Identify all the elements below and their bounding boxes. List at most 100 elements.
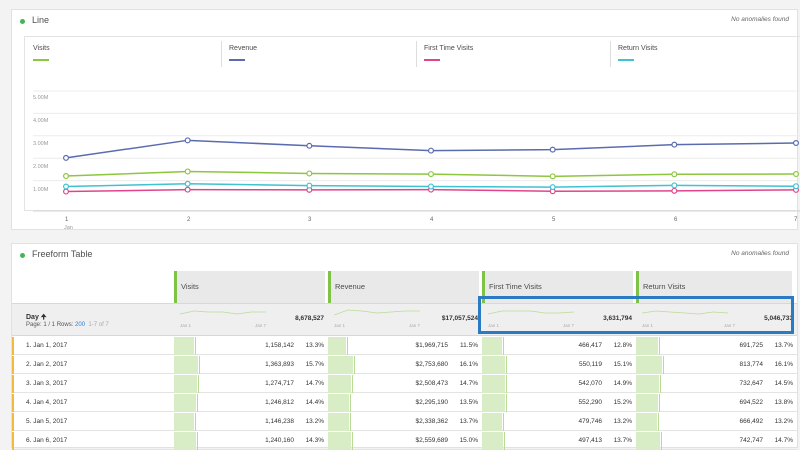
summary-cell-return-visits: Jan 1 Jan 7 5,046,733 xyxy=(636,304,797,335)
row-marker xyxy=(12,413,14,431)
data-point[interactable] xyxy=(549,146,556,153)
cell-percent: 13.7% xyxy=(459,418,478,425)
legend-visits[interactable]: Visits xyxy=(33,45,50,52)
data-point[interactable] xyxy=(549,173,556,180)
cell-percent: 15.7% xyxy=(305,361,324,368)
cell-percent-bar xyxy=(636,394,658,412)
data-point[interactable] xyxy=(671,141,678,148)
cell-percent-bar xyxy=(174,432,196,450)
sparkline-start: Jan 1 xyxy=(180,323,192,328)
table-panel-title[interactable]: Freeform Table xyxy=(32,249,93,259)
column-header-visits[interactable]: Visits xyxy=(174,271,325,303)
table-row[interactable]: 6. Jan 6, 2017 1,240,160 14.3% $2,559,689 15… xyxy=(12,432,797,450)
data-point[interactable] xyxy=(428,171,435,178)
x-tick: 4 xyxy=(430,217,434,223)
table-cell: 1,240,160 14.3% xyxy=(174,432,328,450)
table-cell: 694,522 13.8% xyxy=(636,394,797,412)
data-point[interactable] xyxy=(306,182,313,189)
line-chart: Visits Revenue First Time Visits Return … xyxy=(24,36,800,231)
cell-bar-edge xyxy=(350,394,351,412)
legend-first-time-visits[interactable]: First Time Visits xyxy=(424,45,474,52)
table-cell: 1,246,812 14.4% xyxy=(174,394,328,412)
table-row[interactable]: 5. Jan 5, 2017 1,146,238 13.2% $2,338,362 13… xyxy=(12,413,797,431)
cell-percent: 12.8% xyxy=(613,342,632,349)
cell-bar-edge xyxy=(347,337,348,355)
cell-value: $2,338,362 xyxy=(415,418,448,425)
data-point[interactable] xyxy=(428,147,435,154)
sort-arrow-icon[interactable]: 🠉 xyxy=(40,314,47,321)
rows-per-page-select[interactable]: 200 xyxy=(75,322,86,328)
data-point[interactable] xyxy=(306,170,313,177)
data-point[interactable] xyxy=(184,168,191,175)
cell-bar-edge xyxy=(506,356,507,374)
cell-percent: 13.3% xyxy=(305,342,324,349)
data-point[interactable] xyxy=(62,183,69,190)
data-point[interactable] xyxy=(62,173,69,180)
row-label[interactable]: 1. Jan 1, 2017 xyxy=(26,342,68,349)
cell-bar-edge xyxy=(506,375,507,393)
cell-bar-edge xyxy=(197,394,198,412)
row-marker xyxy=(12,375,14,393)
cell-percent-bar xyxy=(174,337,194,355)
y-tick: 3.00M xyxy=(33,141,49,147)
total-revenue: $17,057,524 xyxy=(441,315,478,322)
data-point[interactable] xyxy=(428,183,435,190)
sparkline-start: Jan 1 xyxy=(488,323,500,328)
data-point[interactable] xyxy=(184,137,191,144)
sparkline-end: Jan 7 xyxy=(723,323,735,328)
table-cell: 1,146,238 13.2% xyxy=(174,413,328,431)
data-point[interactable] xyxy=(671,187,678,194)
cell-percent-bar xyxy=(328,337,346,355)
data-point[interactable] xyxy=(184,186,191,193)
cell-value: 1,246,812 xyxy=(265,399,294,406)
row-label[interactable]: 2. Jan 2, 2017 xyxy=(26,361,68,368)
cell-percent: 16.1% xyxy=(774,361,793,368)
table-cell: $2,559,689 15.0% xyxy=(328,432,482,450)
legend-revenue[interactable]: Revenue xyxy=(229,45,258,52)
sparkline-start: Jan 1 xyxy=(334,323,346,328)
row-label[interactable]: 6. Jan 6, 2017 xyxy=(26,437,68,444)
cell-percent-bar xyxy=(174,356,198,374)
data-point[interactable] xyxy=(306,142,313,149)
data-point[interactable] xyxy=(792,183,799,190)
cell-bar-edge xyxy=(352,375,353,393)
column-header-revenue[interactable]: Revenue xyxy=(328,271,479,303)
table-cell: 732,647 14.5% xyxy=(636,375,797,393)
pagination-info: Page: 1 / 1 Rows: 200 1-7 of 7 xyxy=(26,322,109,328)
data-point[interactable] xyxy=(671,171,678,178)
data-point[interactable] xyxy=(671,182,678,189)
legend-divider xyxy=(416,41,417,67)
row-label[interactable]: 4. Jan 4, 2017 xyxy=(26,399,68,406)
cell-bar-edge xyxy=(197,432,198,450)
total-visits: 8,678,527 xyxy=(295,315,324,322)
data-point[interactable] xyxy=(62,154,69,161)
cell-percent-bar xyxy=(482,413,502,431)
cell-bar-edge xyxy=(354,356,355,374)
table-cell: 1,158,142 13.3% xyxy=(174,337,328,355)
legend-first-time-visits-swatch xyxy=(424,59,440,61)
data-point[interactable] xyxy=(184,180,191,187)
data-point[interactable] xyxy=(792,140,799,147)
data-point[interactable] xyxy=(62,188,69,195)
line-panel-title[interactable]: Line xyxy=(32,15,50,25)
cell-percent: 14.9% xyxy=(613,380,632,387)
table-row[interactable]: 4. Jan 4, 2017 1,246,812 14.4% $2,295,190 13… xyxy=(12,394,797,412)
table-row[interactable]: 2. Jan 2, 2017 1,363,893 15.7% $2,753,680 16… xyxy=(12,356,797,374)
sparkline-end: Jan 7 xyxy=(408,323,420,328)
summary-row: Day 🠉 Page: 1 / 1 Rows: 200 1-7 of 7 Jan… xyxy=(12,303,797,336)
cell-percent: 14.7% xyxy=(774,437,793,444)
cell-value: 1,274,717 xyxy=(265,380,294,387)
data-point[interactable] xyxy=(549,184,556,191)
cell-percent-bar xyxy=(636,356,662,374)
table-row[interactable]: 3. Jan 3, 2017 1,274,717 14.7% $2,508,473 14… xyxy=(12,375,797,393)
legend-return-visits[interactable]: Return Visits xyxy=(618,45,658,52)
data-point[interactable] xyxy=(792,171,799,178)
cell-value: $2,559,689 xyxy=(415,437,448,444)
table-row[interactable]: 1. Jan 1, 2017 1,158,142 13.3% $1,969,715 11… xyxy=(12,337,797,355)
cell-percent-bar xyxy=(636,413,657,431)
cell-percent-bar xyxy=(482,356,505,374)
dimension-header[interactable]: Day 🠉 xyxy=(26,313,47,324)
row-label[interactable]: 5. Jan 5, 2017 xyxy=(26,418,68,425)
row-label[interactable]: 3. Jan 3, 2017 xyxy=(26,380,68,387)
line-panel: Line No anomalies found Visits Revenue F… xyxy=(11,9,800,231)
